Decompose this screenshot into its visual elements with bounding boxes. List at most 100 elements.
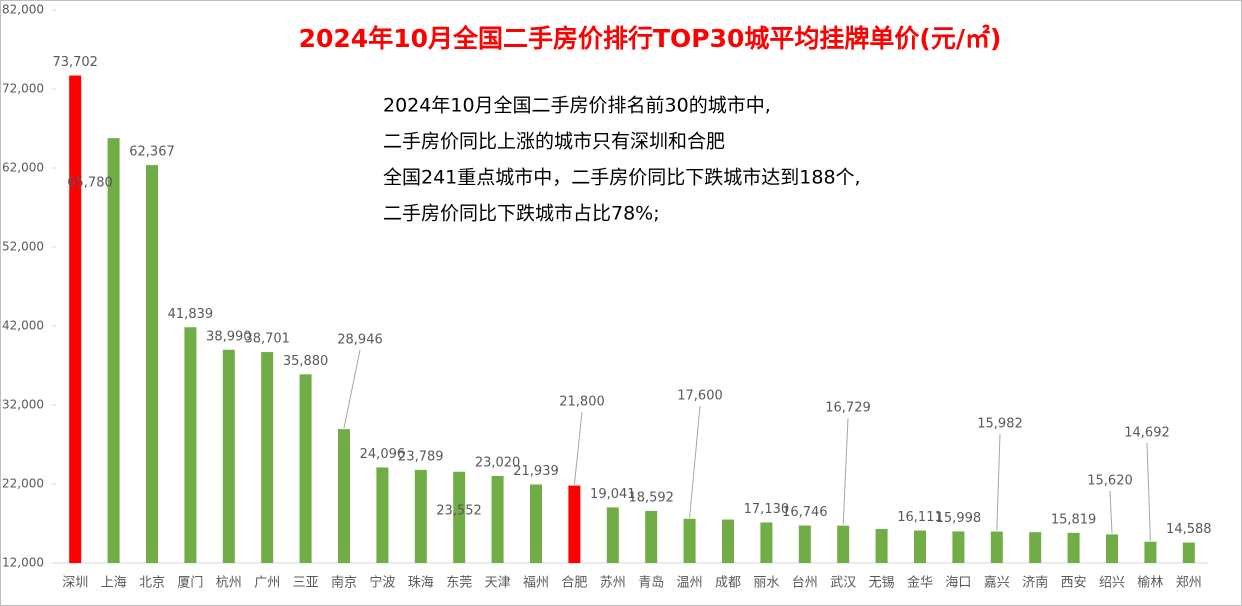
bar [837,525,850,563]
annotation: 全国241重点城市中，二手房价同比下跌城市达到188个, [383,167,861,189]
chart-title: 2024年10月全国二手房价排行TOP30城平均挂牌单价(元/㎡) [299,24,1002,53]
data-label: 35,880 [283,354,329,369]
data-label: 23,020 [475,455,521,470]
x-tick-label: 金华 [907,575,933,591]
bar [645,510,658,563]
bar [338,429,350,563]
bar [722,519,734,563]
x-tick-label: 苏州 [600,575,626,591]
data-label: 17,600 [677,389,723,404]
data-label: 15,620 [1087,474,1133,489]
data-label: 16,111 [897,510,943,525]
x-tick-label: 嘉兴 [984,576,1010,591]
bar [530,484,542,563]
bar [875,529,888,563]
data-label: 38,701 [244,332,290,347]
x-tick-label: 杭州 [216,576,242,591]
x-tick-label: 深圳 [62,576,88,591]
bar [491,475,504,563]
data-label: 16,746 [782,505,828,520]
bar [1182,542,1195,563]
data-label: 41,839 [168,307,214,322]
bar [1029,532,1042,563]
bar [299,374,312,563]
x-tick-label: 无锡 [869,576,895,591]
x-tick-label: 济南 [1022,575,1048,591]
x-tick-label: 丽水 [753,576,779,591]
x-tick-label: 台州 [792,576,818,591]
x-tick-label: 上海 [101,576,127,591]
y-tick-label: 62,000 [2,161,44,175]
leader-line [689,405,701,518]
bar [1106,534,1118,563]
data-label: 73,702 [52,55,98,70]
leader-line [842,417,849,525]
x-tick-label: 郑州 [1176,576,1202,591]
x-tick-label: 西安 [1061,576,1087,591]
data-label: 15,982 [977,417,1023,432]
x-tick-label: 宁波 [369,575,395,591]
bar [222,349,235,563]
x-tick-label: 福州 [523,576,549,591]
y-tick-label: 42,000 [2,319,44,333]
data-label: 14,588 [1166,522,1212,537]
data-label: 15,998 [936,511,982,526]
x-tick-label: 三亚 [293,576,319,591]
data-label: 38,990 [206,329,252,344]
bar [1067,532,1080,563]
leader-line [1146,442,1151,541]
bar [990,531,1003,563]
bar [606,507,619,563]
data-label: 18,592 [628,490,674,505]
leader-line [573,411,583,485]
y-tick-label: 22,000 [2,477,44,491]
bar [376,467,389,563]
data-label: 17,130 [744,502,790,517]
data-label: 14,692 [1124,426,1170,441]
x-tick-label: 武汉 [830,576,856,591]
data-label: 65,780 [67,176,113,191]
bar [952,531,965,563]
data-label: 28,946 [337,333,383,348]
bar [914,530,926,563]
leader-line [996,433,1001,531]
bar [414,469,427,563]
x-tick-label: 南京 [331,575,357,591]
y-tick-label: 12,000 [2,556,44,570]
bar [1144,541,1157,563]
x-tick-label: 成都 [715,576,741,591]
y-tick-label: 82,000 [2,3,44,17]
y-tick-label: 52,000 [2,240,44,254]
data-label: 24,096 [360,447,406,462]
bar [69,75,82,563]
y-tick-label: 32,000 [2,398,44,412]
data-label: 21,800 [559,395,605,410]
annotation: 2024年10月全国二手房价排名前30的城市中, [383,95,771,117]
bar [568,485,581,563]
x-tick-label: 珠海 [408,576,434,591]
annotation: 二手房价同比上涨的城市只有深圳和合肥 [383,131,725,153]
bar [453,471,466,563]
x-tick-label: 东莞 [446,576,472,591]
bar [146,165,158,563]
leader-line [343,349,361,429]
bar [798,525,811,563]
data-label: 62,367 [129,145,175,160]
bar [184,327,197,563]
data-label: 23,552 [436,504,482,519]
leader-line [1109,490,1113,534]
x-tick-label: 广州 [254,576,280,591]
x-tick-label: 厦门 [177,576,203,591]
bar [261,352,274,563]
y-tick-label: 72,000 [2,82,44,96]
data-label: 21,939 [513,464,559,479]
annotation: 二手房价同比下跌城市占比78%; [383,203,660,225]
x-tick-label: 海口 [945,576,971,591]
x-tick-label: 合肥 [561,576,587,591]
data-label: 16,729 [825,401,871,416]
x-tick-label: 天津 [485,576,511,591]
x-tick-label: 北京 [139,576,165,591]
bar [107,138,120,563]
